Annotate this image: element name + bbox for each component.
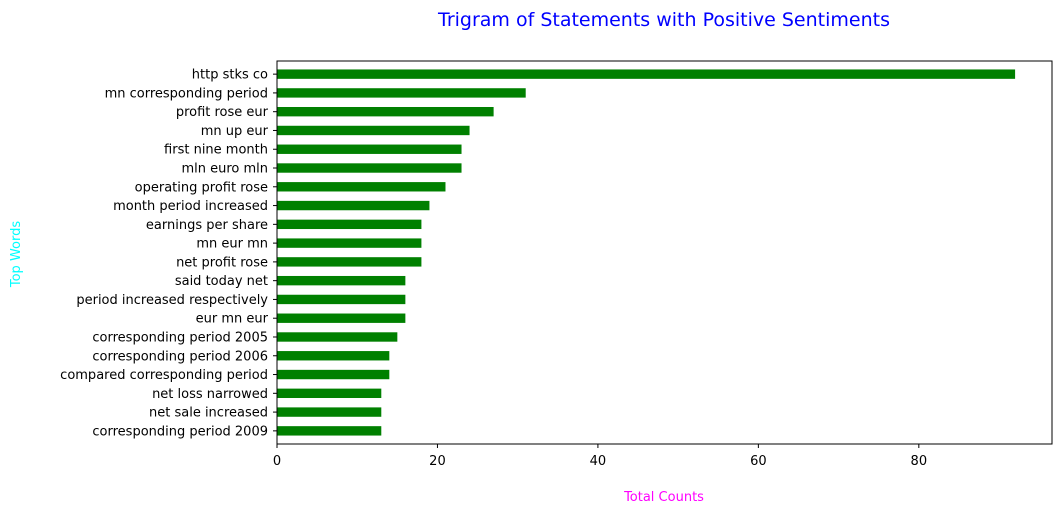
x-tick-label: 60 bbox=[750, 454, 767, 469]
bar bbox=[277, 200, 430, 211]
bar bbox=[277, 275, 406, 286]
x-tick-label: 40 bbox=[590, 454, 607, 469]
y-tick-label: compared corresponding period bbox=[60, 368, 268, 383]
y-tick-label: corresponding period 2005 bbox=[92, 330, 268, 345]
bar bbox=[277, 294, 406, 305]
x-tick-label: 0 bbox=[273, 454, 281, 469]
x-tick-label: 20 bbox=[429, 454, 446, 469]
bar bbox=[277, 351, 390, 361]
y-tick-label: net loss narrowed bbox=[152, 387, 268, 402]
y-tick-label: http stks co bbox=[192, 68, 268, 83]
x-axis-ticks: 0 20 40 60 80 bbox=[273, 444, 927, 469]
y-tick-label: period increased respectively bbox=[76, 293, 268, 308]
bar bbox=[277, 238, 422, 248]
y-tick-label: operating profit rose bbox=[135, 180, 268, 195]
bar bbox=[277, 407, 382, 417]
y-tick-label: net profit rose bbox=[176, 255, 268, 270]
bar bbox=[277, 69, 1016, 79]
bars-group bbox=[277, 69, 1016, 436]
bar bbox=[277, 163, 462, 173]
plot-area-frame bbox=[276, 60, 1053, 445]
y-tick-label: mn eur mn bbox=[196, 237, 268, 252]
x-tick-label: 80 bbox=[911, 454, 928, 469]
y-tick-label: eur mn eur bbox=[196, 312, 269, 327]
bar bbox=[277, 106, 494, 117]
bar bbox=[277, 182, 446, 192]
bar bbox=[277, 388, 382, 399]
bar bbox=[277, 88, 526, 98]
bar bbox=[277, 125, 470, 136]
bar bbox=[277, 144, 462, 154]
y-tick-label: earnings per share bbox=[146, 218, 268, 233]
y-tick-label: profit rose eur bbox=[176, 105, 269, 120]
bar bbox=[277, 257, 422, 267]
y-tick-label: corresponding period 2009 bbox=[92, 424, 268, 439]
y-axis-ticks: http stks co mn corresponding period profi… bbox=[60, 68, 277, 439]
y-tick-label: mn corresponding period bbox=[105, 86, 268, 101]
y-tick-label: corresponding period 2006 bbox=[92, 349, 268, 364]
bar bbox=[277, 332, 398, 342]
bar bbox=[277, 426, 382, 436]
y-tick-label: net sale increased bbox=[149, 406, 268, 421]
y-axis-label: Top Words bbox=[9, 221, 24, 288]
y-tick-label: mln euro mln bbox=[181, 162, 268, 177]
bar bbox=[277, 219, 422, 230]
y-tick-label: month period increased bbox=[113, 199, 268, 214]
bar bbox=[277, 369, 390, 380]
bar bbox=[277, 313, 406, 323]
y-tick-label: first nine month bbox=[164, 143, 268, 158]
chart-title: Trigram of Statements with Positive Sent… bbox=[437, 9, 890, 31]
y-tick-label: said today net bbox=[175, 274, 268, 289]
x-axis-label: Total Counts bbox=[623, 490, 704, 505]
y-tick-label: mn up eur bbox=[201, 124, 269, 139]
